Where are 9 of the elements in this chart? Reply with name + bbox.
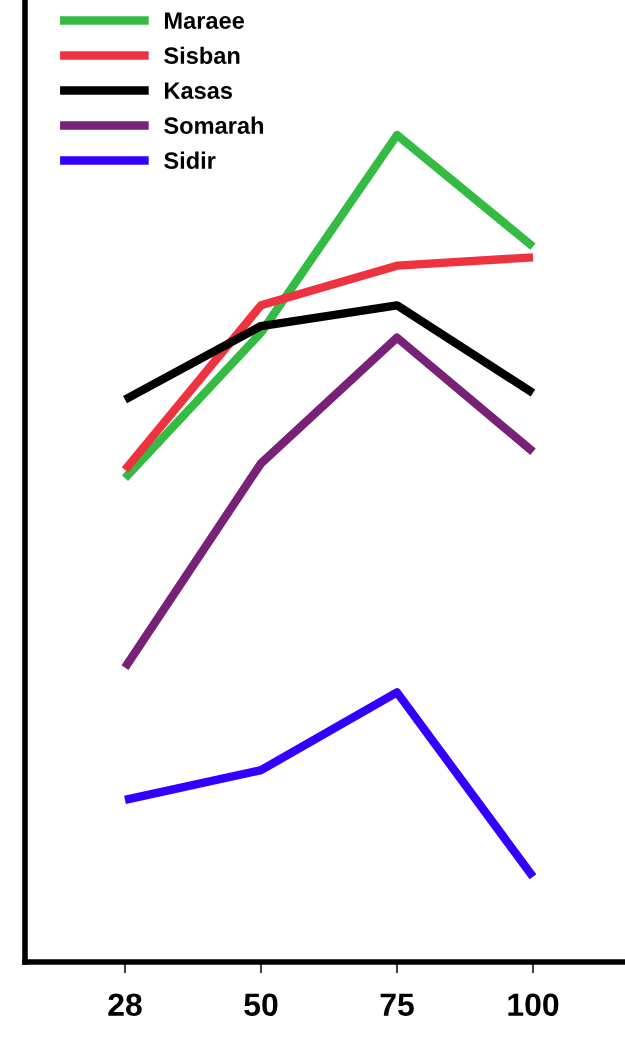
x-tick-label: 75 <box>380 993 414 1017</box>
legend-label: Somarah <box>164 116 263 134</box>
x-tick-label: 28 <box>108 993 142 1017</box>
x-tick-label: 50 <box>244 993 278 1017</box>
x-tick-label: 100 <box>508 993 559 1017</box>
legend-label: Sidir <box>164 151 216 169</box>
legend-label: Maraee <box>165 12 244 29</box>
legend-label: Sisban <box>164 46 240 64</box>
legend-label: Kasas <box>165 82 233 99</box>
